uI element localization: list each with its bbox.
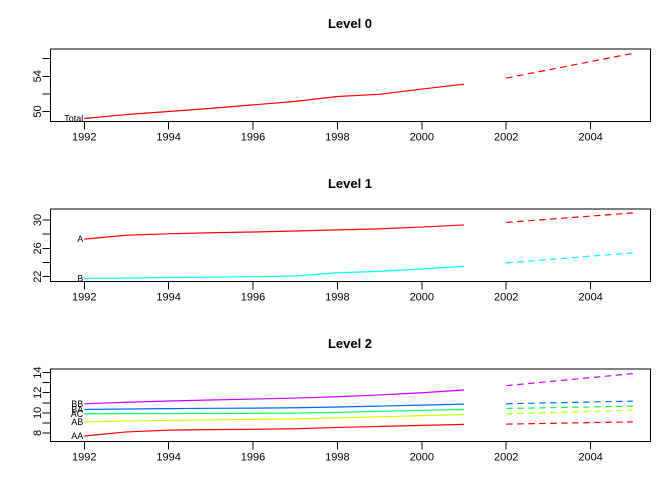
y-tick-label-group: 50 [32,105,44,117]
series-A-history-line [84,224,465,240]
series-Total-history-line [84,83,465,120]
x-tick-label: 2002 [494,292,518,304]
x-tick-label: 2002 [494,132,518,144]
x-tick-label: 2000 [410,452,434,464]
level-2-chart: 8 10 12 14 1992 1994 1996 1998 2000 2002 2004 AA ABA… [32,366,651,464]
level-1-panel: Level 1 22 26 30 1992 1994 1996 1998 2000 2002 20… [0,160,672,320]
series-Total-label: Total [64,114,83,124]
x-tick-label: 1998 [325,292,349,304]
series-Total-forecast-line [506,52,633,79]
y-tick-label: 8 [32,430,44,436]
series-AA-label: AA [71,431,83,441]
series-AB-forecast-line [506,409,633,415]
series-AB-history-line [84,413,465,423]
y-tick-label: 50 [32,105,44,117]
x-tick-label: 1992 [72,132,96,144]
x-tick-label: 2004 [578,292,602,304]
y-tick-label: 12 [32,387,44,399]
x-tick-label: 1996 [241,132,265,144]
plot-box [50,48,651,122]
series-BB-history-line [84,389,465,405]
x-tick-label: 1994 [156,292,180,304]
y-tick-label: 30 [32,214,44,226]
series-BA-label: BA [71,405,83,415]
y-tick-label: 14 [32,366,44,378]
x-tick-label: 2000 [410,132,434,144]
series-AA-forecast-line [506,421,633,425]
y-tick-label: 22 [32,271,44,283]
plot-box [50,368,651,442]
x-tick-label: 2004 [578,132,602,144]
x-tick-label: 1996 [241,292,265,304]
series-BB-forecast-line [506,373,633,387]
series-AC-forecast-line [506,405,633,410]
level-1-title: Level 1 [327,176,373,191]
level-2-title: Level 2 [327,336,373,351]
x-tick-label: 2002 [494,452,518,464]
x-tick-label: 1994 [156,132,180,144]
y-tick-label: 26 [32,242,44,254]
y-tick-label-group: 54 [32,70,44,82]
x-tick-label: 1998 [325,132,349,144]
series-B-forecast-line [506,252,633,264]
level-0-chart: 50 54 1992 1994 1996 1998 2000 2002 2004 Total [32,48,651,144]
series-B-history-line [84,265,465,280]
y-tick-label-group: 26 [32,242,44,254]
series-A-label: A [77,234,83,244]
x-tick-label: 1998 [325,452,349,464]
level-0-panel: Level 0 50 54 1992 1994 1996 1998 2000 2002 2004… [0,0,672,160]
level-0-title: Level 0 [327,16,373,31]
x-tick-label: 2000 [410,292,434,304]
y-tick-label-group: 22 [32,271,44,283]
level-1-chart: 22 26 30 1992 1994 1996 1998 2000 2002 2004 B A [32,208,651,304]
x-tick-label: 1994 [156,452,180,464]
y-tick-label-group: 30 [32,214,44,226]
y-tick-label-group: 12 [32,387,44,399]
y-tick-label-group: 14 [32,366,44,378]
y-tick-label: 54 [32,70,44,82]
series-A-forecast-line [506,212,633,224]
plot-box [50,208,651,282]
series-AB-label: AB [71,417,83,427]
series-BB-label: BB [71,399,83,409]
series-B-label: B [77,273,83,283]
level-2-panel: Level 2 8 10 12 14 1992 1994 1996 1998 2000 2002 2… [0,320,672,480]
series-AC-history-line [84,408,465,415]
series-BA-history-line [84,403,465,411]
y-tick-label-group: 8 [32,430,44,436]
series-BA-forecast-line [506,400,633,405]
x-tick-label: 2004 [578,452,602,464]
x-tick-label: 1992 [72,452,96,464]
x-tick-label: 1996 [241,452,265,464]
x-tick-label: 1992 [72,292,96,304]
y-tick-label: 10 [32,407,44,419]
y-tick-label-group: 10 [32,407,44,419]
series-AC-label: AC [71,409,84,419]
series-AA-history-line [84,423,465,437]
